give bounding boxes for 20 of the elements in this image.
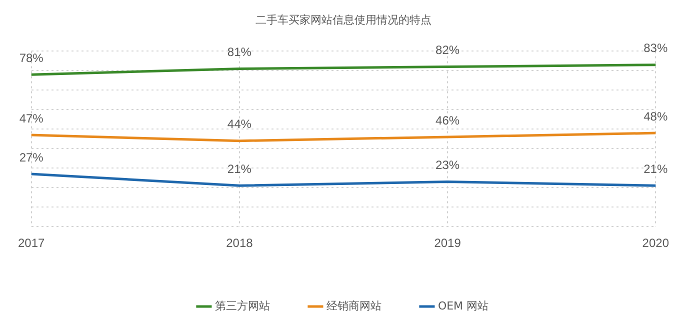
x-tick-label: 2019 — [434, 236, 462, 250]
data-label: 21% — [227, 162, 252, 176]
legend-label: OEM 网站 — [438, 299, 489, 312]
data-label: 48% — [644, 109, 668, 124]
data-label: 46% — [436, 113, 460, 128]
x-tick-label: 2018 — [226, 236, 254, 250]
x-tick-label: 2017 — [18, 236, 46, 250]
data-label: 23% — [436, 158, 460, 172]
data-label: 83% — [644, 41, 668, 56]
data-label: 82% — [436, 43, 460, 58]
data-label: 21% — [644, 162, 668, 176]
chart-title: 二手车买家网站信息使用情况的特点 — [256, 13, 432, 26]
data-label: 78% — [19, 50, 44, 65]
data-label: 81% — [227, 45, 252, 60]
data-label: 27% — [19, 150, 44, 164]
data-label: 44% — [227, 117, 252, 132]
x-tick-label: 2020 — [642, 236, 670, 250]
legend-label: 第三方网站 — [214, 299, 270, 312]
data-label: 47% — [19, 111, 44, 126]
legend-label: 经销商网站 — [326, 299, 382, 312]
